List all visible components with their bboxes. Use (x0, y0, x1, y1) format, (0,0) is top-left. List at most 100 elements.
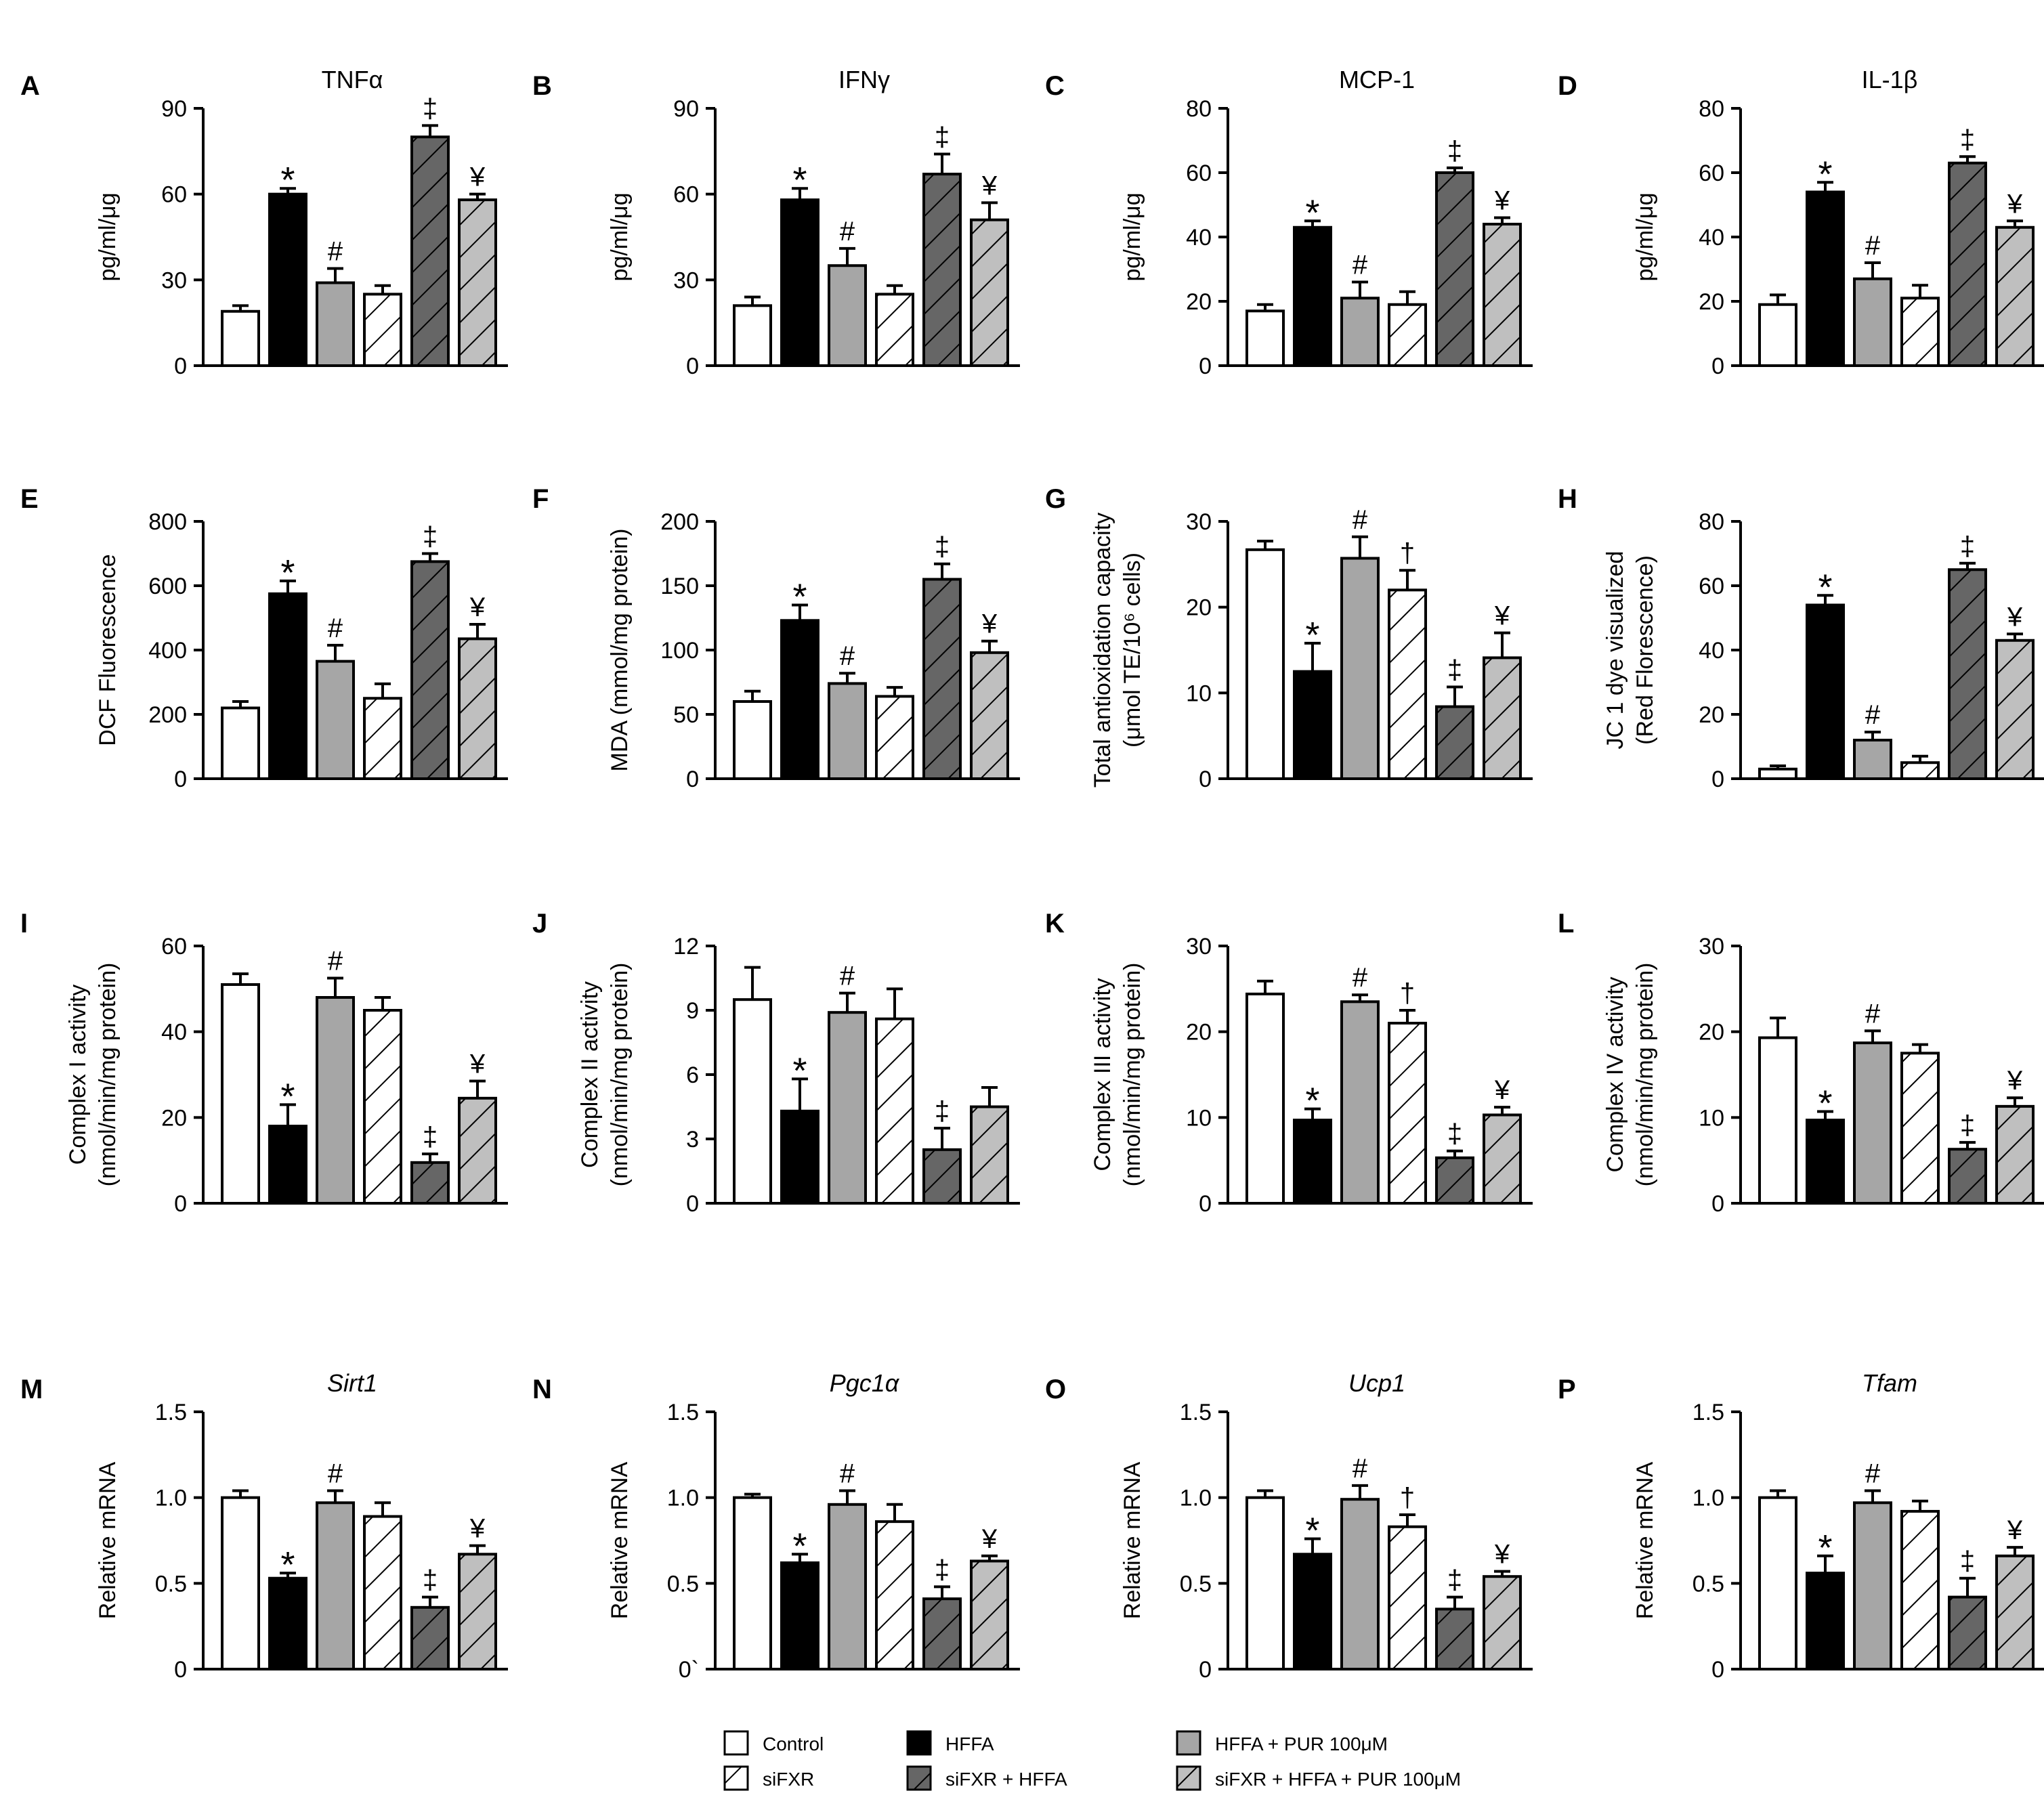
panel-a: A TNFα 0 30 60 90 pg/ml/μg * # ‡ ¥ (20, 66, 508, 379)
significance-mark: * (1818, 567, 1832, 607)
y-tick-label: 20 (1699, 1020, 1724, 1045)
y-tick-label: 40 (1699, 225, 1724, 251)
panel-letter: E (20, 484, 39, 514)
bar-sifxr-hffa-hatch (1949, 163, 1986, 366)
significance-mark: ¥ (2007, 602, 2023, 632)
y-tick-label: 80 (1699, 96, 1724, 122)
significance-mark: ¥ (469, 592, 486, 622)
bar-hffa (268, 1576, 307, 1671)
panel-k: K 0 10 20 30 Complex III activity (nmol/min/mg… (1045, 909, 1533, 1217)
bar-hffa-pur-100-m (316, 660, 355, 780)
y-tick-label: 20 (1699, 289, 1724, 315)
significance-mark: ¥ (469, 163, 486, 192)
legend-item-sifxr-hffa-pur-100-m: siFXR + HFFA + PUR 100μM (1176, 1765, 1461, 1791)
bar-control (221, 309, 260, 367)
bar-hffa-pur-100-m (1853, 1041, 1892, 1205)
significance-mark: ‡ (1447, 1119, 1462, 1149)
significance-mark: * (1818, 1528, 1832, 1568)
y-tick-label: 30 (1186, 509, 1212, 535)
bar-sifxr-hffa-hatch (1949, 569, 1986, 779)
bar-control (1758, 767, 1797, 780)
bar-sifxr-hatch (1902, 762, 1938, 779)
y-tick-label: 30 (1699, 934, 1724, 959)
panel-letter: A (20, 71, 40, 101)
y-tick-label: 40 (1699, 638, 1724, 664)
chart-title: Ucp1 (1348, 1369, 1405, 1397)
y-tick-label: 0 (1199, 767, 1212, 792)
bar-sifxr-hatch (364, 1516, 401, 1669)
significance-mark: † (1400, 1483, 1415, 1513)
y-tick-label: 90 (161, 96, 187, 122)
legend-item-hffa-pur-100-m: HFFA + PUR 100μM (1176, 1730, 1388, 1756)
y-tick-label: 0 (686, 1191, 699, 1217)
y-axis-label: Complex I activity (65, 985, 91, 1165)
panel-d: D IL-1β 0 20 40 60 80 pg/ml/μg * # ‡ ¥ (1558, 66, 2044, 379)
bar-hffa (1293, 1119, 1332, 1205)
y-tick-label: 20 (1186, 289, 1212, 315)
significance-mark: # (840, 1459, 855, 1489)
significance-mark: # (328, 613, 343, 643)
bar-hffa (1806, 190, 1845, 367)
y-tick-label: 90 (673, 96, 699, 122)
bar-sifxr-hffa-hatch (1436, 706, 1473, 779)
y-tick-label: 200 (660, 509, 699, 535)
panel-i: I 0 20 40 60 Complex I activity (nmol/min/mg p… (20, 909, 508, 1217)
bar-hffa-pur-100-m (1340, 297, 1380, 367)
y-tick-label: 0 (686, 767, 699, 792)
significance-mark: # (328, 947, 343, 976)
legend-swatch (1176, 1730, 1201, 1756)
legend-swatch (906, 1730, 932, 1756)
significance-mark: ‡ (423, 1122, 438, 1152)
bar-sifxr-hatch (1389, 590, 1426, 779)
legend-item-sifxr-hffa: siFXR + HFFA (906, 1765, 1067, 1791)
bar-control (1245, 548, 1285, 780)
y-axis-label: pg/ml/μg (95, 192, 121, 281)
panel-j: J 0 3 6 9 12 Complex II activity (nmol/min/mg p… (532, 909, 1020, 1217)
chart-title: MCP-1 (1339, 66, 1415, 93)
chart-title: Sirt1 (327, 1369, 377, 1397)
significance-mark: ‡ (423, 1566, 438, 1595)
significance-mark: * (792, 1526, 807, 1566)
y-tick-label: 1.0 (155, 1486, 187, 1511)
bar-sifxr-hffa-hatch (924, 1599, 960, 1669)
y-axis-label: (nmol/min/mg protein) (95, 963, 121, 1187)
y-axis-label: (Red Florescence) (1632, 555, 1658, 745)
y-tick-label: 1.5 (155, 1400, 187, 1425)
y-tick-label: 0 (174, 1657, 187, 1683)
y-tick-label: 1.5 (1692, 1400, 1724, 1425)
panel-letter: C (1045, 71, 1065, 101)
bar-hffa-pur-100-m (828, 264, 867, 367)
bar-sifxr-hatch (1389, 1526, 1426, 1669)
bar-sifxr-hffa-pur-100-m-hatch (971, 1106, 1008, 1203)
significance-mark: ¥ (1494, 1075, 1510, 1105)
significance-mark: * (1305, 615, 1319, 655)
y-axis-label: Relative mRNA (1120, 1461, 1145, 1619)
bar-sifxr-hatch (1389, 1023, 1426, 1203)
significance-mark: ¥ (469, 1050, 486, 1079)
legend-swatch-hatch (725, 1767, 748, 1790)
panel-letter: P (1558, 1375, 1576, 1404)
legend-label: HFFA + PUR 100μM (1215, 1733, 1388, 1754)
bar-sifxr-hffa-hatch (412, 1162, 448, 1203)
y-tick-label: 6 (686, 1062, 699, 1088)
significance-mark: ‡ (423, 522, 438, 552)
significance-mark: ‡ (935, 123, 950, 152)
legend-label: HFFA (945, 1733, 994, 1754)
y-tick-label: 600 (148, 574, 187, 599)
panel-o: O Ucp1 0 0.5 1.0 1.5 Relative mRNA * # † ‡ ¥ (1045, 1369, 1533, 1683)
significance-mark: ¥ (2007, 189, 2023, 219)
y-tick-label: 40 (161, 1020, 187, 1045)
bar-hffa (1806, 1119, 1845, 1205)
significance-mark: * (1818, 1083, 1832, 1123)
y-tick-label: 1.0 (1692, 1486, 1724, 1511)
y-tick-label: 20 (161, 1105, 187, 1131)
panel-letter: B (532, 71, 552, 101)
bar-hffa-pur-100-m (828, 682, 867, 781)
bar-sifxr-hffa-hatch (412, 137, 448, 366)
significance-mark: # (1353, 251, 1368, 280)
significance-mark: ‡ (1447, 1566, 1462, 1595)
significance-mark: ¥ (469, 1514, 486, 1544)
bar-hffa-pur-100-m (828, 1011, 867, 1205)
bar-sifxr-hffa-hatch (924, 174, 960, 366)
y-axis-label: pg/ml/μg (1632, 192, 1658, 281)
